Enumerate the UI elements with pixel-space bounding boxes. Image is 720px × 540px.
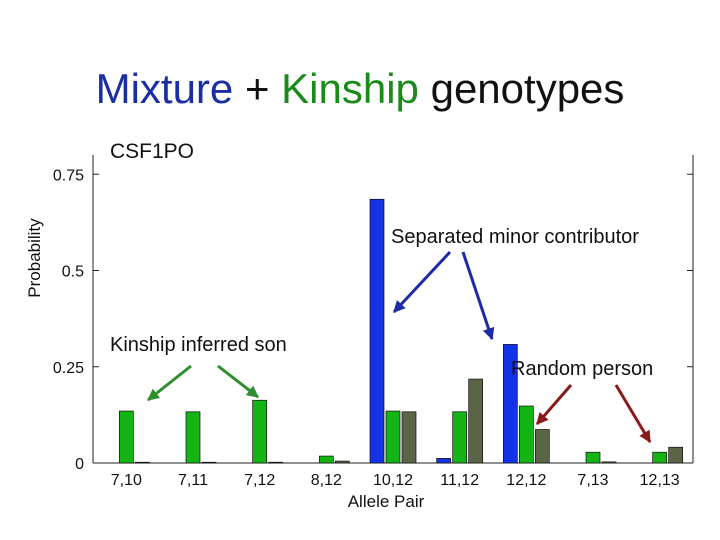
bar	[585, 451, 601, 464]
x-tick-label: 10,12	[373, 472, 413, 489]
bar	[369, 198, 385, 464]
annotation-minor-contributor: Separated minor contributor	[391, 226, 639, 248]
bar	[201, 461, 217, 464]
bar	[468, 378, 484, 464]
y-tick-label: 0.25	[53, 360, 84, 377]
arrow-to-12-12-random	[535, 384, 573, 425]
chart-subtitle: CSF1PO	[110, 140, 195, 163]
arrow-to-12-12	[461, 251, 495, 341]
bar	[252, 399, 268, 464]
bar	[385, 410, 401, 464]
arrow-to-12-13-random	[614, 384, 652, 444]
bar	[118, 410, 134, 464]
annotation-kinship-son: Kinship inferred son	[110, 334, 287, 356]
bar	[534, 429, 550, 464]
bar	[452, 411, 468, 464]
x-tick-label: 11,12	[440, 472, 479, 489]
axis-labels: 0 0.25 0.5 0.75 7,10 7,11 7,12 8,12 10,12 11,12 12…	[25, 167, 680, 511]
bars	[118, 198, 684, 464]
arrow-to-7-12	[217, 364, 259, 399]
title-plus: +	[233, 65, 282, 112]
title-genotypes: genotypes	[418, 65, 625, 112]
y-tick-label: 0	[75, 456, 84, 473]
x-tick-label: 8,12	[311, 472, 342, 489]
bar	[134, 461, 150, 464]
bar	[502, 344, 518, 464]
bar	[401, 411, 417, 464]
x-tick-label: 7,12	[244, 472, 275, 489]
bar	[652, 451, 668, 464]
arrow-to-7-10	[147, 364, 192, 402]
bar	[601, 461, 617, 464]
bar	[668, 446, 684, 464]
x-tick-label: 12,13	[640, 472, 680, 489]
bar	[185, 411, 201, 464]
y-tick-label: 0.5	[62, 264, 84, 281]
slide-title: Mixture + Kinship genotypes	[0, 65, 720, 112]
y-tick-label: 0.75	[53, 167, 84, 184]
arrow-to-10-12	[392, 250, 452, 314]
x-tick-label: 12,12	[506, 472, 546, 489]
x-axis-label: Allele Pair	[348, 492, 425, 511]
bar	[518, 405, 534, 464]
x-tick-label: 7,13	[577, 472, 608, 489]
bar	[318, 455, 334, 464]
y-axis-label: Probability	[25, 218, 44, 298]
title-kinship: Kinship	[281, 65, 419, 112]
bar	[334, 460, 350, 464]
x-tick-label: 7,10	[111, 472, 142, 489]
annotation-random-person: Random person	[511, 358, 653, 380]
x-tick-label: 7,11	[178, 472, 208, 489]
title-mixture: Mixture	[95, 65, 234, 112]
bar	[436, 458, 452, 464]
bar	[268, 461, 284, 464]
